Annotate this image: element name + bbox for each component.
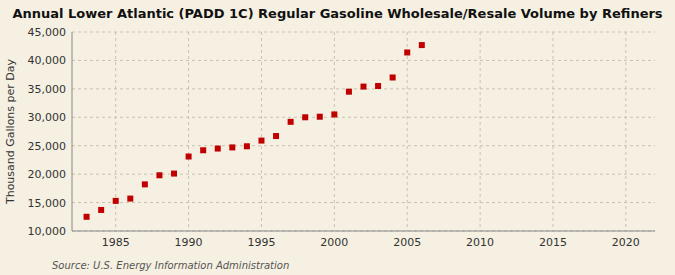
point — [258, 138, 264, 144]
y-tick-label: 15,000 — [28, 197, 67, 210]
grid-line-y — [72, 202, 655, 203]
y-axis-label: Thousand Gallons per Day — [4, 58, 17, 205]
x-axis-line — [72, 231, 655, 232]
x-tick-label: 1990 — [175, 236, 203, 249]
point — [346, 89, 352, 95]
x-tick-label: 2020 — [612, 236, 640, 249]
y-tick-label: 10,000 — [28, 225, 67, 238]
point — [215, 146, 221, 152]
x-tick-label: 2015 — [539, 236, 567, 249]
point — [142, 181, 148, 187]
y-tick-label: 40,000 — [28, 54, 67, 67]
x-ticks: 1985 1990 1995 2000 2005 2010 2015 2020 — [102, 236, 640, 249]
points — [84, 42, 425, 220]
x-tick-label: 2005 — [393, 236, 421, 249]
grid-line-x — [261, 32, 262, 231]
grid-line-y — [72, 60, 655, 61]
grid-line-x — [407, 32, 408, 231]
x-tick-label: 2000 — [320, 236, 348, 249]
y-tick-label: 25,000 — [28, 140, 67, 153]
point — [331, 111, 337, 117]
y-tick-label: 45,000 — [28, 26, 67, 39]
point — [404, 49, 410, 55]
point — [200, 147, 206, 153]
point — [84, 214, 90, 220]
y-tick-label: 30,000 — [28, 111, 67, 124]
grid-line-x — [188, 32, 189, 231]
y-ticks: 10,000 15,000 20,000 25,000 30,000 35,000 40,0… — [28, 26, 67, 238]
point — [390, 74, 396, 80]
grid-line-x — [552, 32, 553, 231]
point — [171, 171, 177, 177]
x-tick-label: 1985 — [102, 236, 130, 249]
point — [229, 144, 235, 150]
point — [302, 114, 308, 120]
grid — [72, 32, 655, 231]
background — [0, 0, 675, 275]
chart: 10,000 15,000 20,000 25,000 30,000 35,000 40,0… — [0, 0, 675, 275]
point — [186, 154, 192, 160]
point — [244, 143, 250, 149]
point — [156, 172, 162, 178]
grid-line-y — [72, 117, 655, 118]
grid-line-y — [72, 231, 655, 232]
grid-line-y — [72, 145, 655, 146]
x-tick-label: 2010 — [466, 236, 494, 249]
grid-line-x — [334, 32, 335, 231]
grid-line-x — [625, 32, 626, 231]
x-tick-label: 1995 — [247, 236, 275, 249]
point — [375, 83, 381, 89]
grid-line-y — [72, 32, 655, 33]
point — [288, 119, 294, 125]
point — [317, 114, 323, 120]
point — [98, 207, 104, 213]
source: Source: U.S. Energy Information Administ… — [52, 260, 289, 271]
point — [127, 196, 133, 202]
point — [419, 42, 425, 48]
y-tick-label: 20,000 — [28, 168, 67, 181]
y-tick-label: 35,000 — [28, 83, 67, 96]
point — [113, 198, 119, 204]
point — [273, 133, 279, 139]
point — [361, 84, 367, 90]
grid-line-x — [480, 32, 481, 231]
title: Annual Lower Atlantic (PADD 1C) Regular … — [12, 6, 662, 21]
y-axis-line — [72, 32, 73, 231]
